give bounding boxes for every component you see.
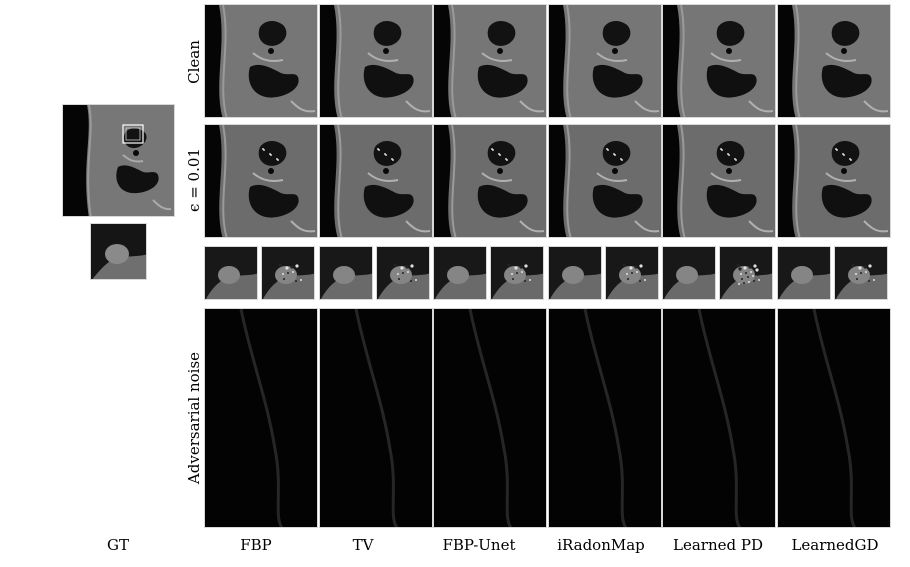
- clean-recon-learned-pd: [662, 4, 776, 118]
- zoom-perturbed-iradonmap: [605, 246, 659, 300]
- zoom-perturbed-fbp-unet: [490, 246, 544, 300]
- adversarial-noise-tv: [319, 308, 433, 528]
- column-label-learned-pd: Learned PD: [673, 536, 763, 554]
- zoom-perturbed-tv: [376, 246, 430, 300]
- clean-recon-tv: [319, 4, 433, 118]
- perturbed-recon-fbp: [204, 124, 318, 238]
- column-label-iradonmap: iRadonMap: [557, 536, 645, 554]
- zoom-clean-learned-pd: [662, 246, 716, 300]
- zoom-clean-tv: [319, 246, 373, 300]
- gt-image: [62, 104, 175, 217]
- adversarial-noise-learnedgd: [777, 308, 891, 528]
- zoom-perturbed-fbp: [261, 246, 315, 300]
- zoom-clean-iradonmap: [548, 246, 602, 300]
- zoom-perturbed-learnedgd: [834, 246, 888, 300]
- adversarial-noise-iradonmap: [548, 308, 662, 528]
- clean-recon-fbp-unet: [433, 4, 547, 118]
- column-label-learnedgd: LearnedGD: [791, 536, 879, 554]
- clean-recon-fbp: [204, 4, 318, 118]
- adversarial-noise-fbp: [204, 308, 318, 528]
- perturbed-recon-learnedgd: [777, 124, 891, 238]
- gt-label: GT: [107, 536, 129, 554]
- adversarial-noise-fbp-unet: [433, 308, 547, 528]
- adversarial-noise-learned-pd: [662, 308, 776, 528]
- perturbed-recon-learned-pd: [662, 124, 776, 238]
- zoom-perturbed-learned-pd: [719, 246, 773, 300]
- clean-recon-learnedgd: [777, 4, 891, 118]
- clean-recon-iradonmap: [548, 4, 662, 118]
- gt-zoom-image: [90, 223, 147, 280]
- column-label-tv: TV: [352, 536, 374, 554]
- zoom-clean-fbp: [204, 246, 258, 300]
- perturbed-recon-fbp-unet: [433, 124, 547, 238]
- zoom-clean-learnedgd: [777, 246, 831, 300]
- zoom-clean-fbp-unet: [433, 246, 487, 300]
- column-label-fbp: FBP: [240, 536, 272, 554]
- perturbed-recon-iradonmap: [548, 124, 662, 238]
- perturbed-recon-tv: [319, 124, 433, 238]
- column-label-fbp-unet: FBP-Unet: [442, 536, 516, 554]
